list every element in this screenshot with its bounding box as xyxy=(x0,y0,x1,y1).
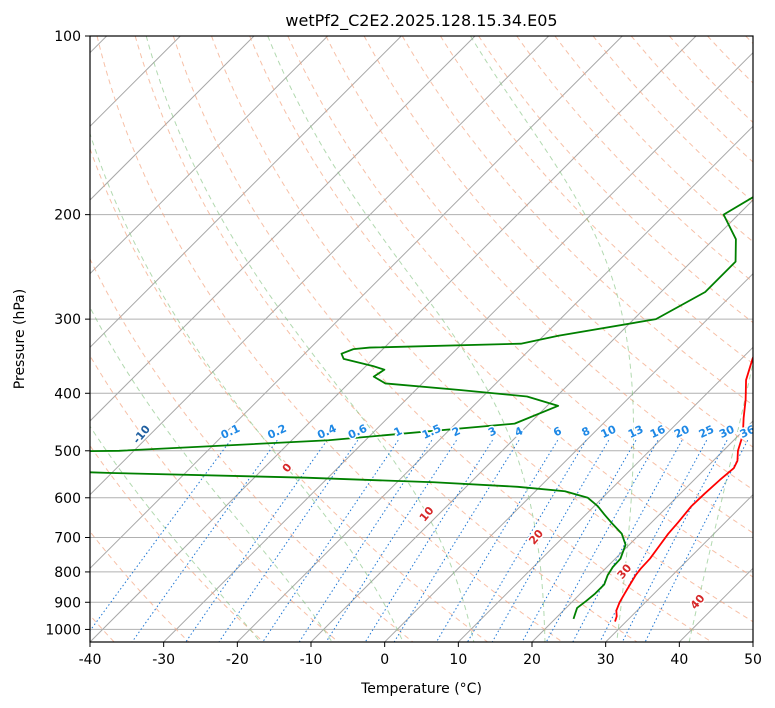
temperature-profile-line xyxy=(614,355,753,622)
mixing-ratio-lines xyxy=(90,439,749,642)
mixing-ratio-line xyxy=(545,440,659,642)
isotherm-line xyxy=(605,493,753,642)
isotherm-line xyxy=(90,36,402,349)
isotherm-line xyxy=(384,272,753,642)
isotherm-line xyxy=(90,36,476,422)
mixing-ratio-line xyxy=(435,440,559,642)
y-axis-label: Pressure (hPa) xyxy=(12,289,28,389)
dry-adiabat-line xyxy=(172,36,712,642)
isotherm-line xyxy=(90,36,255,201)
mixing-ratio-line xyxy=(185,439,328,642)
y-tick-label: 700 xyxy=(54,531,81,547)
moist-adiabat-line xyxy=(145,36,475,642)
y-tick-label: 100 xyxy=(54,29,81,45)
sounding-profiles xyxy=(90,196,753,622)
plot-background xyxy=(90,36,753,642)
x-axis-label: Temperature (°C) xyxy=(360,681,482,697)
x-tick-label: -30 xyxy=(152,652,175,668)
isotherm-line xyxy=(457,346,753,642)
dry-adiabat-line xyxy=(249,36,753,578)
isotherm-line xyxy=(163,51,753,642)
isotherm-line xyxy=(90,36,697,642)
dry-adiabat-line xyxy=(516,36,753,283)
mixing-ratio-line xyxy=(298,439,433,642)
x-tick-label: 20 xyxy=(523,652,541,668)
x-tick-label: -10 xyxy=(300,652,323,668)
mixing-ratio-line xyxy=(218,439,359,642)
y-tick-label: 500 xyxy=(54,444,81,460)
dry-adiabat-line xyxy=(90,530,190,642)
x-tick-label: -40 xyxy=(79,652,102,668)
x-tick-label: 40 xyxy=(670,652,688,668)
isotherm-line xyxy=(90,36,329,275)
y-tick-label: 1000 xyxy=(45,622,81,638)
isotherm-line xyxy=(90,36,550,496)
dry-adiabats xyxy=(90,36,753,642)
x-tick-label: -20 xyxy=(226,652,249,668)
mixing-ratio-line xyxy=(467,440,587,642)
dry-adiabat-line xyxy=(401,36,753,406)
chart-title: wetPf2_C2E2.2025.128.15.34.E05 xyxy=(285,11,557,31)
isotherm-line xyxy=(310,199,753,642)
mixing-ratio-label: 10 xyxy=(599,423,619,441)
dry-adiabat-line xyxy=(363,36,753,448)
moist-adiabat-line xyxy=(90,132,404,642)
dry-adiabat-line xyxy=(630,36,753,163)
isotherm-gridlines xyxy=(90,36,753,642)
y-tick-label: 600 xyxy=(54,491,81,507)
x-tick-label: 10 xyxy=(449,652,467,668)
y-axis: 100 200 300 400 500 600 700 800 900 1000 xyxy=(45,29,90,638)
mixing-ratio-line xyxy=(90,439,232,632)
x-tick-label: 30 xyxy=(597,652,615,668)
plot-frame xyxy=(89,35,754,643)
dewpoint-profile-line xyxy=(90,196,753,620)
dry-adiabat-line xyxy=(90,444,264,642)
isobar-gridlines xyxy=(90,36,753,630)
dry-adiabat-line xyxy=(96,36,563,642)
isotherm-line xyxy=(752,641,753,642)
mixing-ratio-line xyxy=(131,439,278,642)
y-tick-label: 300 xyxy=(54,312,81,328)
y-tick-label: 800 xyxy=(54,565,81,581)
y-tick-label: 900 xyxy=(54,595,81,611)
isotherm-line xyxy=(531,420,753,642)
y-tick-label: 400 xyxy=(54,386,81,402)
y-tick-label: 200 xyxy=(54,208,81,224)
moist-adiabat-line xyxy=(762,36,775,642)
dry-adiabat-line xyxy=(90,257,414,642)
mixing-ratio-line xyxy=(491,440,610,642)
dry-adiabat-line xyxy=(134,36,638,642)
mixing-ratio-line xyxy=(325,439,457,642)
x-tick-label: 50 xyxy=(744,652,762,668)
x-tick-label: 0 xyxy=(380,652,389,668)
dry-adiabat-line xyxy=(211,36,753,623)
dry-adiabat-line xyxy=(478,36,753,324)
x-axis: -40 -30 -20 -10 0 10 20 30 40 50 xyxy=(79,642,762,668)
mixing-ratio-line xyxy=(521,440,637,642)
isotherm-line xyxy=(90,36,623,570)
mixing-ratio-line xyxy=(262,439,399,642)
dry-adiabat-line xyxy=(440,36,753,365)
mixing-ratio-line xyxy=(644,440,749,642)
dry-adiabat-line xyxy=(592,36,753,203)
